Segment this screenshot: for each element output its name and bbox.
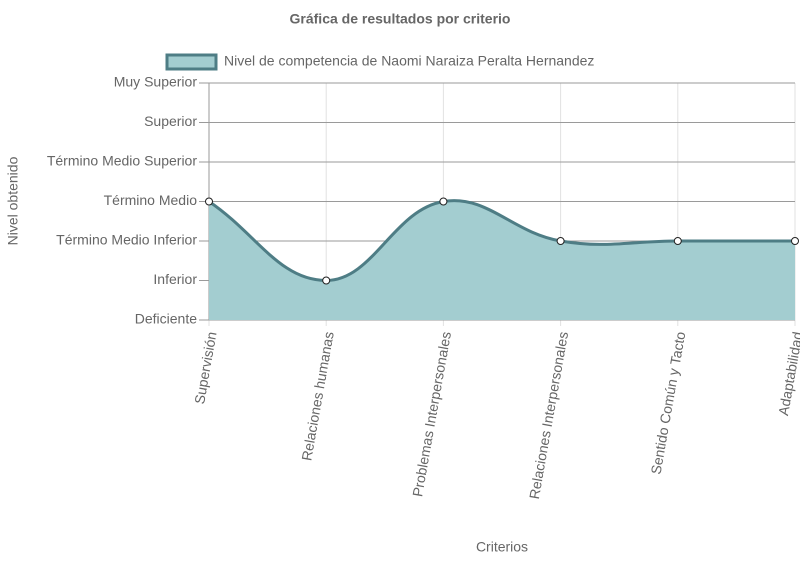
point bbox=[791, 237, 799, 245]
y-tick-label: Inferior bbox=[153, 271, 197, 287]
y-tick-label: Muy Superior bbox=[114, 74, 198, 90]
point bbox=[439, 197, 448, 206]
point bbox=[556, 237, 565, 245]
y-tick-label: Término Medio bbox=[104, 192, 198, 208]
x-tick-label: Relaciones humanas bbox=[298, 330, 336, 462]
y-tick-label: Término Medio Inferior bbox=[56, 232, 197, 248]
y-tick-label: Superior bbox=[144, 113, 197, 129]
chart-title: Gráfica de resultados por criterio bbox=[290, 11, 511, 27]
point bbox=[322, 276, 331, 285]
point bbox=[673, 237, 682, 245]
x-tick-label: Relaciones Interpersonales bbox=[526, 330, 571, 500]
x-tick-label: Problemas Interpersonales bbox=[409, 330, 454, 498]
y-axis-title: Nivel obtenido bbox=[5, 156, 21, 245]
legend-swatch bbox=[165, 53, 218, 71]
y-tick-label: Término Medio Superior bbox=[47, 153, 198, 169]
x-axis-title: Criterios bbox=[476, 539, 528, 555]
x-tick-label: Adaptabilidad bbox=[775, 330, 800, 416]
x-tick-label: Sentido Común y Tacto bbox=[648, 330, 689, 475]
x-tick-label: Supervisión bbox=[191, 330, 219, 405]
legend-label: Nivel de competencia de Naomi Naraiza Pe… bbox=[224, 53, 594, 69]
area bbox=[209, 200, 795, 320]
point bbox=[205, 197, 213, 206]
y-tick-label: Deficiente bbox=[135, 311, 197, 327]
